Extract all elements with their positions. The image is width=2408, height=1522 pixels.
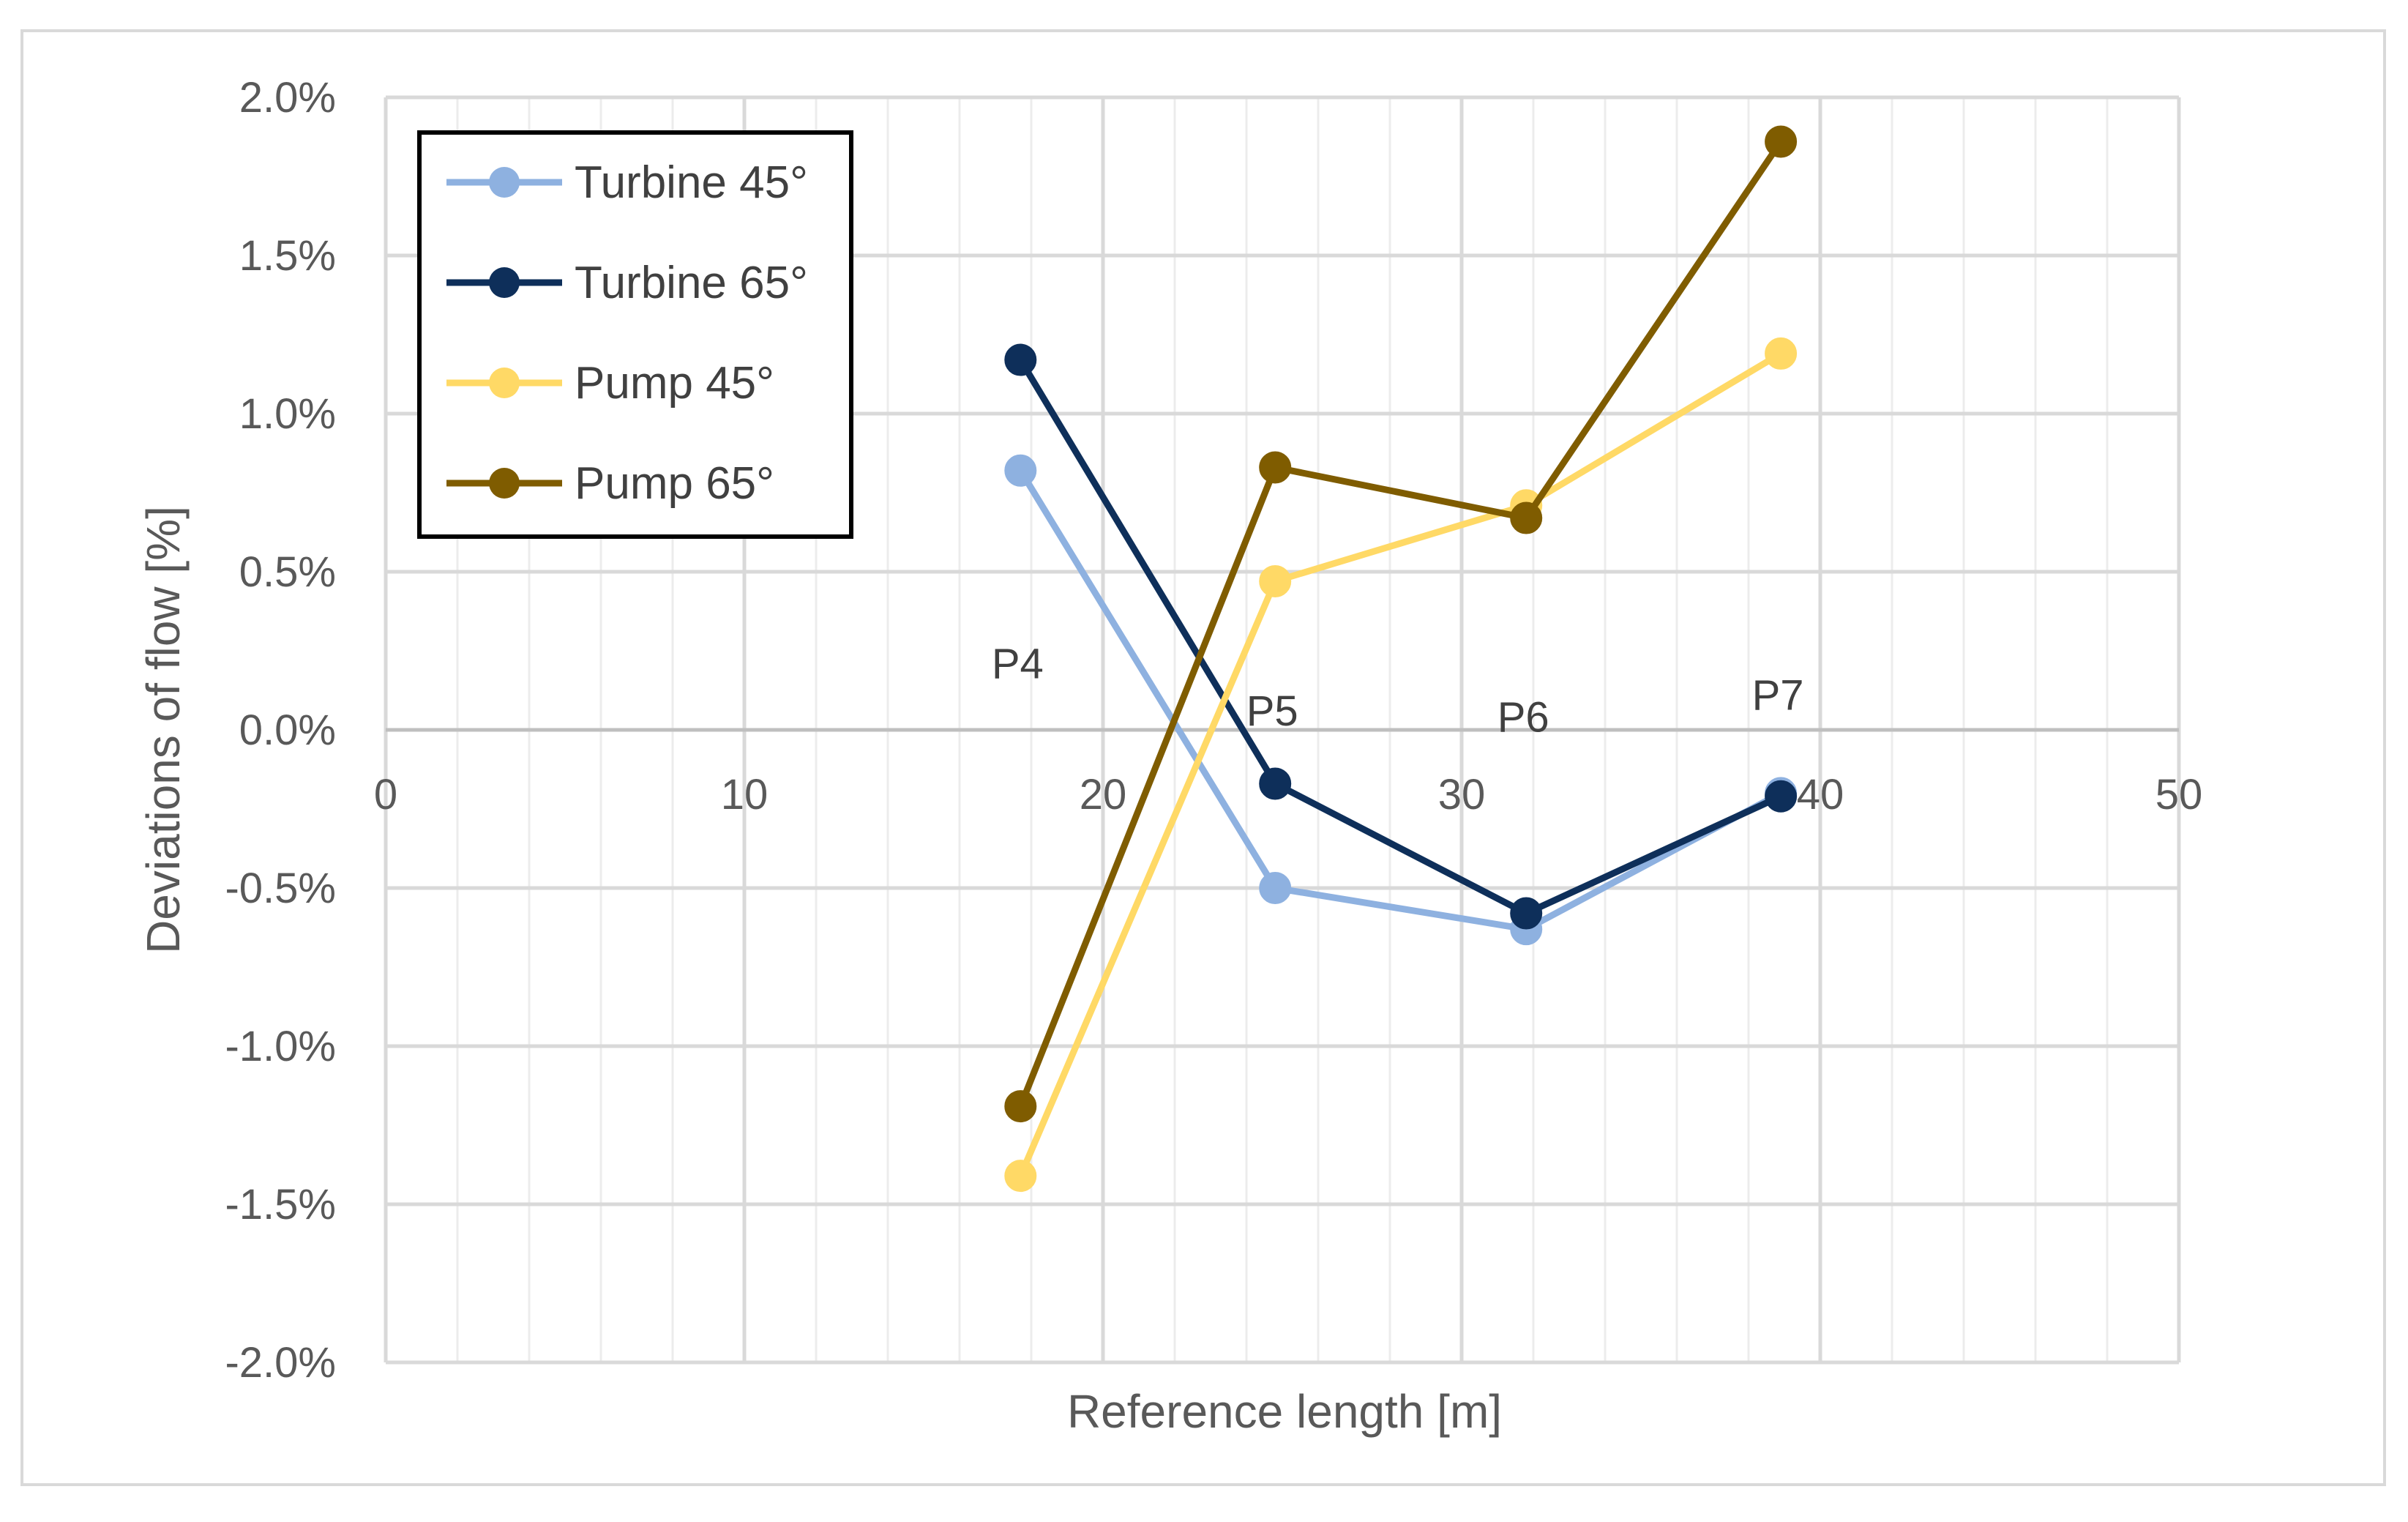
data-point [1259, 451, 1292, 484]
x-tick-label: 30 [1438, 771, 1486, 818]
y-tick-label: 1.0% [239, 390, 336, 438]
y-tick-labels: 2.0% 1.5% 1.0% 0.5% 0.0% -0.5% -1.0% -1.5% -2.0% [225, 74, 336, 1387]
data-point [1765, 337, 1798, 370]
series-line [1017, 139, 1784, 1108]
chart-frame [20, 29, 2386, 1486]
y-tick-label: -1.0% [225, 1023, 336, 1070]
y-tick-label: -0.5% [225, 865, 336, 912]
y-tick-label: -1.5% [225, 1181, 336, 1228]
legend-label: Pump 65° [575, 458, 774, 509]
series-line [1017, 469, 1783, 933]
y-tick-label: 0.0% [239, 706, 336, 754]
data-point [1004, 343, 1037, 376]
data-point [1259, 767, 1292, 800]
data-point [1004, 1160, 1037, 1193]
x-tick-label: 40 [1797, 771, 1844, 818]
data-point [1004, 1090, 1037, 1123]
data-point [1510, 501, 1543, 534]
legend-marker [489, 468, 520, 499]
point-annotation: P5 [1246, 687, 1298, 735]
x-tick-label: 0 [374, 771, 397, 818]
x-tick-label: 20 [1080, 771, 1127, 818]
legend-marker [489, 267, 520, 298]
x-tick-label: 50 [2155, 771, 2203, 818]
data-point [1510, 897, 1543, 930]
point-annotation: P7 [1752, 671, 1804, 719]
series-line [1017, 351, 1783, 1177]
data-point [1765, 780, 1798, 813]
data-point [1259, 872, 1292, 904]
data-point [1004, 454, 1037, 487]
point-annotation: P4 [992, 640, 1044, 687]
axes [384, 97, 2179, 1362]
legend: Turbine 45° Turbine 65° Pump 45° Pump 65° [417, 130, 853, 539]
legend-label: Turbine 65° [575, 258, 808, 308]
y-tick-label: 1.5% [239, 232, 336, 280]
legend-box [417, 130, 853, 539]
y-axis-title: Deviations of flow [%] [137, 506, 190, 954]
data-point [1765, 125, 1798, 158]
series-group [1004, 125, 1798, 1193]
x-tick-labels: 0 10 20 30 40 50 [374, 771, 2202, 818]
y-tick-label: 2.0% [239, 74, 336, 122]
y-tick-label: 0.5% [239, 548, 336, 596]
x-tick-label: 10 [721, 771, 769, 818]
legend-marker [489, 167, 520, 198]
legend-label: Turbine 45° [575, 157, 808, 208]
series-line [1017, 358, 1782, 917]
data-point [1259, 564, 1292, 597]
legend-label: Pump 45° [575, 358, 774, 409]
legend-marker [489, 368, 520, 398]
point-annotations: P4 P5 P6 P7 [992, 640, 1804, 741]
x-axis-title: Reference length [m] [1067, 1385, 1502, 1438]
y-tick-label: -2.0% [225, 1339, 336, 1387]
point-annotation: P6 [1497, 694, 1549, 742]
